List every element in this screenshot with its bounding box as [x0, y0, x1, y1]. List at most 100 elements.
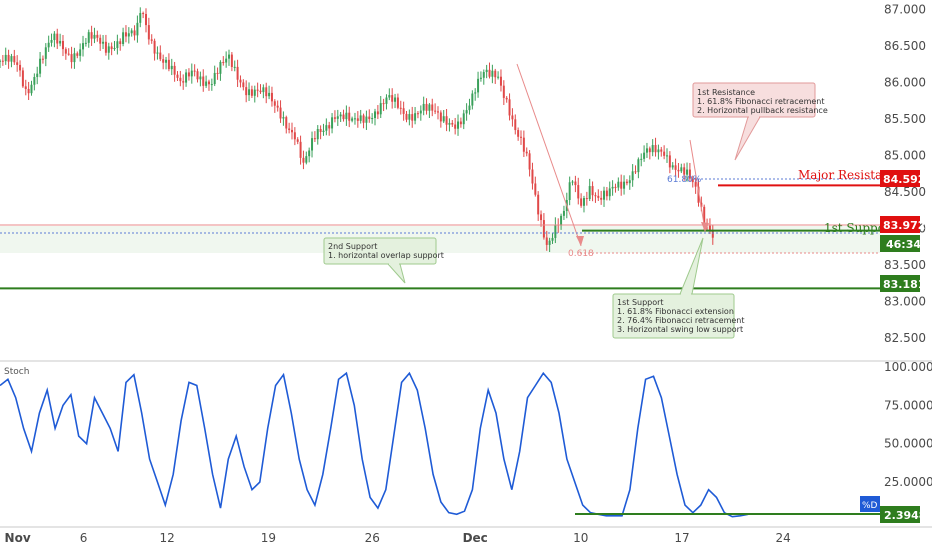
candle-body	[342, 114, 345, 120]
candle-body	[631, 171, 634, 181]
candle-body	[150, 39, 153, 41]
candle-body	[207, 81, 210, 85]
candle-body	[554, 224, 557, 238]
candle-body	[248, 89, 251, 96]
candle-body	[511, 115, 514, 120]
candle-body	[711, 230, 714, 238]
candle-body	[288, 128, 291, 130]
candle-body	[542, 220, 545, 238]
note-support-2[interactable]: 2nd Support 1. horizontal overlap suppor…	[323, 237, 444, 284]
candle-body	[451, 122, 454, 125]
candle-body	[110, 46, 113, 50]
candle-body	[617, 181, 620, 188]
candle-body	[419, 110, 422, 114]
candle-body	[313, 138, 316, 140]
candle-body	[319, 128, 322, 132]
candle-body	[153, 40, 156, 54]
candle-body	[537, 194, 540, 215]
candle-body	[571, 181, 574, 183]
candle-body	[165, 59, 168, 63]
candle-body	[107, 46, 110, 53]
candle-body	[190, 70, 193, 77]
candle-body	[462, 113, 465, 125]
candle-body	[645, 148, 648, 153]
candle-body	[142, 13, 145, 15]
candle-body	[425, 103, 428, 111]
candle-body	[491, 70, 494, 77]
candle-body	[56, 33, 59, 44]
candle-body	[230, 54, 233, 67]
candle-body	[396, 97, 399, 108]
candle-body	[611, 186, 614, 189]
candle-body	[677, 169, 680, 172]
candle-body	[625, 181, 628, 184]
candle-body	[328, 125, 331, 129]
last-price-value: 83.972	[883, 219, 925, 232]
candle-body	[21, 70, 24, 87]
candle-body	[522, 137, 525, 152]
candle-body	[499, 76, 502, 86]
x-tick-label: 19	[261, 531, 276, 545]
note-support2-title: 2nd Support	[328, 242, 377, 251]
candle-body	[482, 72, 485, 78]
candle-body	[136, 22, 139, 36]
candle-body	[416, 113, 419, 115]
candle-body	[643, 152, 646, 159]
candle-body	[196, 71, 199, 80]
candle-body	[568, 182, 571, 200]
candle-body	[488, 69, 491, 77]
candle-body	[139, 13, 142, 23]
oscillator-last-value: 2.3948	[884, 509, 926, 522]
candle-body	[608, 188, 611, 197]
candle-body	[53, 33, 56, 41]
candle-body	[548, 240, 551, 245]
note-support-1[interactable]: 1st Support 1. 61.8% Fibonacci extension…	[612, 237, 745, 339]
candle-body	[96, 34, 99, 38]
candle-body	[637, 159, 640, 173]
candle-body	[660, 149, 663, 152]
candle-body	[448, 122, 451, 125]
candle-body	[256, 89, 259, 91]
candle-body	[285, 117, 288, 129]
price-tick-label: 82.500	[884, 331, 926, 345]
candle-body	[600, 197, 603, 200]
candle-body	[270, 92, 273, 102]
candle-body	[144, 14, 147, 26]
candle-body	[580, 198, 583, 206]
candle-body	[302, 157, 305, 163]
candle-body	[331, 117, 334, 129]
candle-body	[73, 53, 76, 63]
price-candles	[0, 7, 714, 252]
candle-body	[657, 149, 660, 153]
candle-body	[431, 104, 434, 111]
note-resistance[interactable]: 1st Resistance 1. 61.8% Fibonacci retrac…	[692, 82, 828, 161]
candle-body	[603, 190, 606, 200]
candle-body	[674, 165, 677, 170]
candle-body	[697, 186, 700, 203]
candle-body	[663, 151, 666, 156]
candle-body	[388, 95, 391, 98]
candle-body	[216, 72, 219, 74]
candle-body	[394, 97, 397, 102]
candle-body	[479, 77, 482, 79]
candle-body	[90, 32, 93, 39]
candle-body	[485, 69, 488, 73]
candle-body	[311, 138, 314, 151]
candle-body	[428, 104, 431, 111]
candle-body	[585, 198, 588, 200]
candle-body	[239, 79, 242, 83]
candle-body	[199, 76, 202, 80]
candle-body	[351, 118, 354, 121]
candle-body	[122, 32, 125, 45]
oscillator-value-badge: 2.3948	[880, 506, 926, 523]
candle-body	[454, 124, 457, 129]
candle-body	[219, 62, 222, 74]
oscillator-line	[0, 371, 749, 518]
candle-body	[44, 47, 47, 59]
candle-body	[299, 141, 302, 158]
candle-body	[193, 70, 196, 72]
candle-body	[414, 113, 417, 121]
candle-body	[70, 54, 73, 63]
candle-body	[514, 119, 517, 131]
candle-body	[605, 190, 608, 197]
